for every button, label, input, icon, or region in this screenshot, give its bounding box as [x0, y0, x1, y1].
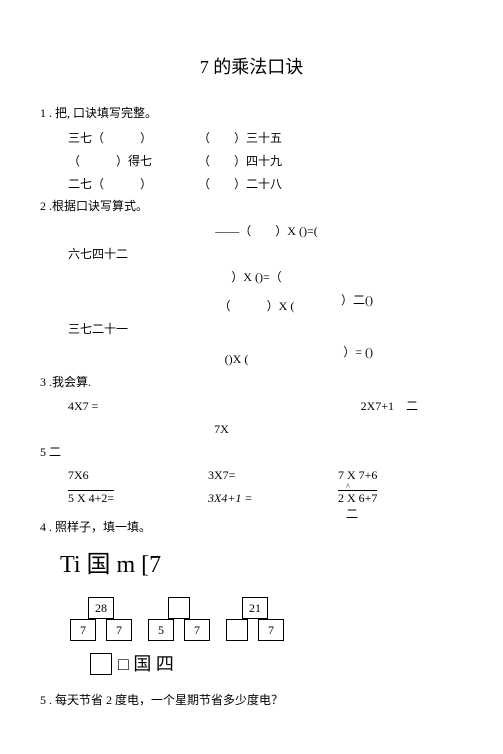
- box-c3-bl: [226, 619, 248, 641]
- q2-line2: ）X ()=（: [50, 266, 463, 289]
- q3-r2c: 7 X 7+6: [338, 464, 377, 487]
- q3-r3c: 2 X 6+7: [338, 490, 377, 505]
- q1-heading: 1 . 把, 口诀填写完整。: [40, 102, 463, 125]
- q1-r3a: 二七（ ）: [68, 173, 198, 196]
- q3-r2b: 3X7=: [208, 464, 338, 487]
- page-title: 7 的乘法口诀: [40, 50, 463, 84]
- q3-r1a: 4X7 =: [68, 395, 268, 418]
- box-c2-top: [168, 597, 190, 619]
- q3-fivetwo: 5 二: [40, 441, 463, 464]
- q3-heading: 3 .我会算.: [40, 371, 463, 394]
- q5-heading: 5 . 每天节省 2 度电，一个星期节省多少度电？: [40, 689, 463, 712]
- q2-label1: 六七四十二: [68, 243, 463, 266]
- q4-bottom-text: □ 国 四: [118, 647, 174, 681]
- q3-mid: 7X: [0, 418, 463, 441]
- q3-r2a: 7X6: [68, 464, 208, 487]
- q1-r2b: （ ）四十九: [198, 150, 282, 173]
- box-cluster-1: 28 7 7: [70, 597, 132, 641]
- q4-heading: 4 . 照样子，填一填。: [40, 516, 463, 539]
- q4-diagram: 28 7 7 5 7 21 7: [70, 597, 463, 641]
- box-c2-br: 7: [184, 619, 210, 641]
- q3-r3b: 3X4+1 =: [208, 487, 338, 510]
- q2-label2: 三七二十一: [68, 318, 463, 341]
- box-c3-br: 7: [258, 619, 284, 641]
- q2-line4: ()X (: [10, 348, 463, 371]
- box-c1-bl: 7: [70, 619, 96, 641]
- box-cluster-2: 5 7: [148, 597, 210, 641]
- box-c3-top: 21: [242, 597, 268, 619]
- box-bottom-empty: [90, 653, 112, 675]
- q1-r2a: （ ）得七: [68, 150, 198, 173]
- box-c2-bl: 5: [148, 619, 174, 641]
- q4-bottom-row: □ 国 四: [90, 647, 463, 681]
- q2-line3: （ ）X (: [50, 295, 463, 318]
- q4-bigtext: Ti 国 m [7: [60, 543, 463, 589]
- q3-r1c: 2X7+1 二: [268, 395, 418, 418]
- box-c1-br: 7: [106, 619, 132, 641]
- box-c1-top: 28: [88, 597, 114, 619]
- box-cluster-3: 21 7: [226, 597, 284, 641]
- q3-r3a: 5 X 4+2=: [68, 490, 114, 505]
- q2-line1: ——（ ）X ()=(: [70, 220, 463, 243]
- q3-r3c-dash: ^: [346, 479, 350, 494]
- q1-r1b: （ ）三十五: [198, 127, 282, 150]
- q1-r3b: （ ）二十八: [198, 173, 282, 196]
- q1-r1a: 三七（ ）: [68, 127, 198, 150]
- q2-heading: 2 .根据口诀写算式。: [40, 195, 463, 218]
